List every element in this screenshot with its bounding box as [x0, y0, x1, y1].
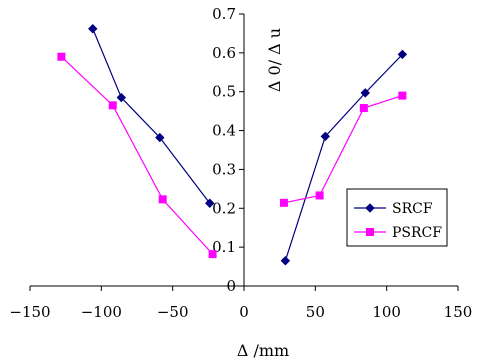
psrcf-point	[315, 191, 324, 200]
y-tick-label: 0.7	[212, 5, 236, 23]
x-tick-label: −150	[9, 303, 50, 321]
srcf-line	[92, 28, 211, 204]
y-axis-label: Δ 0/ Δ u	[265, 28, 284, 92]
srcf-point	[360, 88, 370, 98]
x-axis-label: Δ /mm	[237, 341, 289, 360]
y-tick-label: 0.4	[212, 122, 236, 140]
y-tick-label: 0	[226, 277, 236, 295]
y-tick-label: 0.3	[212, 160, 236, 178]
legend-label: PSRCF	[392, 225, 442, 241]
srcf-point	[116, 92, 127, 103]
psrcf-point	[158, 195, 167, 204]
psrcf-point	[108, 101, 117, 110]
x-tick-label: −50	[157, 303, 189, 321]
legend: SRCF PSRCF	[346, 188, 448, 247]
legend-item-psrcf: PSRCF	[354, 225, 442, 241]
legend-label: SRCF	[392, 201, 433, 217]
legend-box	[346, 188, 448, 247]
legend-swatch-marker	[366, 228, 374, 236]
y-tick-label: 0.6	[212, 44, 236, 62]
y-tick-label: 0.1	[212, 238, 236, 256]
x-tick-label: 150	[444, 303, 473, 321]
y-tick-label: 0.5	[212, 83, 236, 101]
psrcf-point	[279, 198, 288, 207]
series-psrcf	[57, 52, 407, 259]
x-tick-label: 0	[239, 303, 249, 321]
legend-item-srcf: SRCF	[354, 201, 433, 217]
psrcf-point	[57, 52, 66, 61]
srcf-point	[397, 49, 408, 60]
psrcf-line	[283, 95, 403, 204]
srcf-point	[320, 131, 331, 142]
srcf-point	[205, 198, 215, 208]
psrcf-point	[359, 104, 368, 113]
x-tick-label: −100	[81, 303, 122, 321]
srcf-point	[88, 24, 98, 34]
legend-swatch-marker	[365, 203, 375, 213]
y-tick-label: 0.2	[212, 199, 236, 217]
psrcf-line	[60, 56, 214, 255]
x-tick-label: 100	[372, 303, 401, 321]
srcf-point	[280, 256, 291, 266]
psrcf-point	[398, 91, 407, 100]
srcf-point	[155, 132, 165, 143]
psrcf-point	[208, 250, 217, 259]
x-tick-label: 50	[306, 303, 325, 321]
series-srcf	[88, 24, 408, 266]
